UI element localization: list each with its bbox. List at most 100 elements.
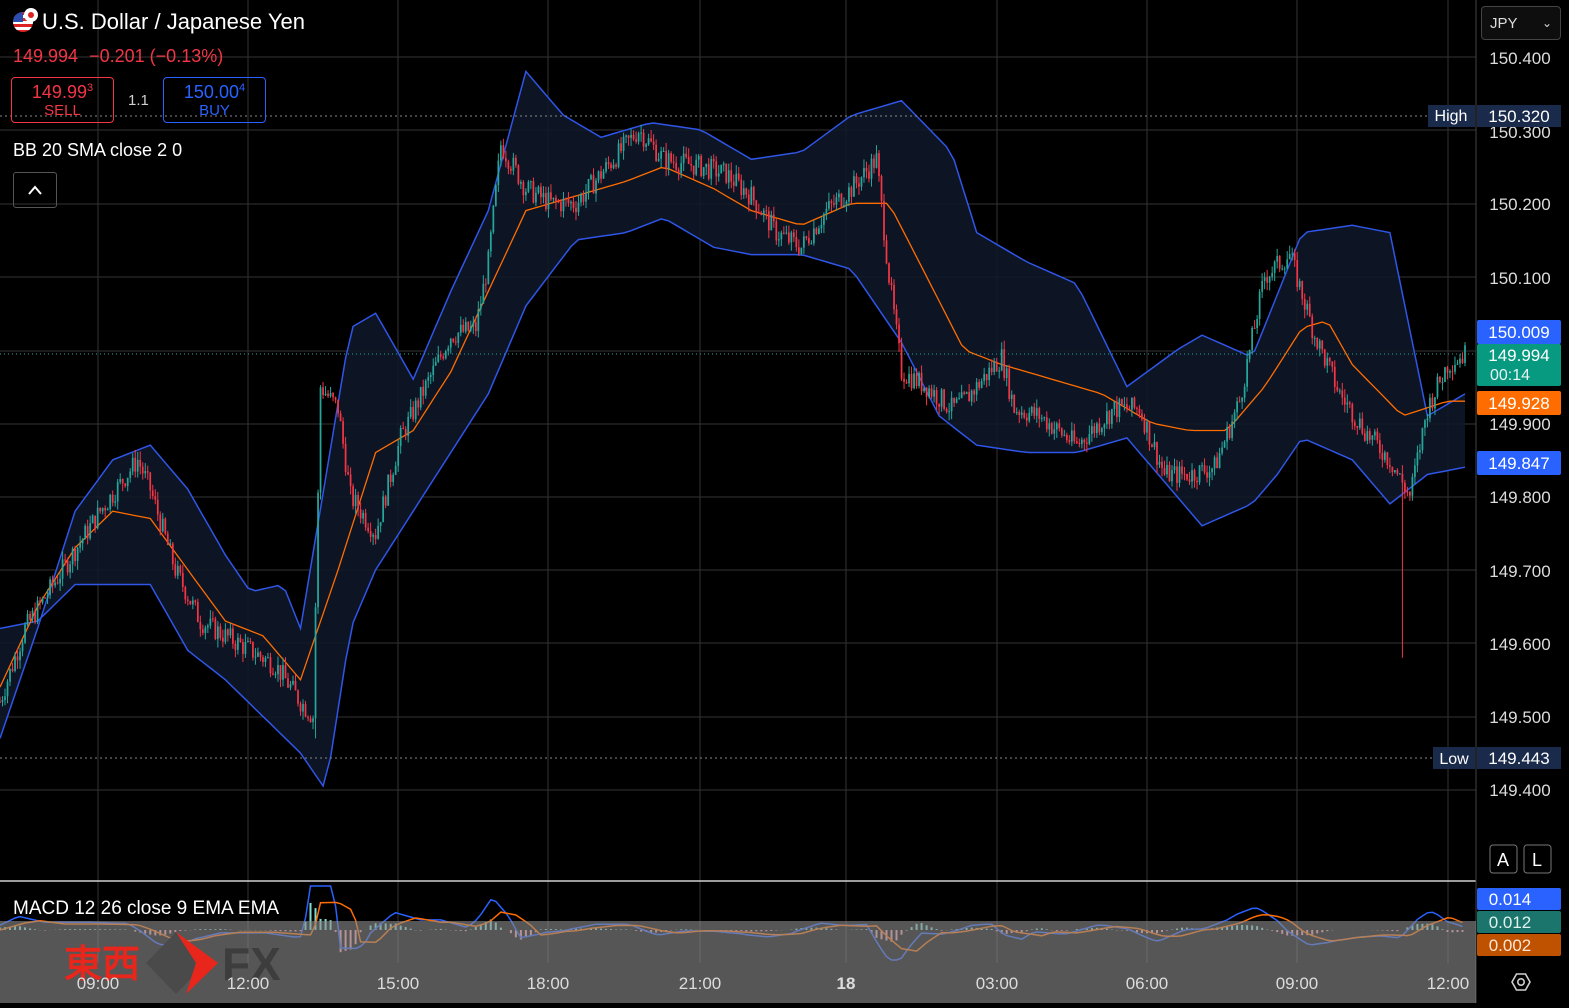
candle-body [605,162,607,171]
macd-histogram-label: 0.012 [1477,911,1561,933]
candle-body [510,169,512,171]
candle-body [558,202,560,203]
candle-body [966,392,968,394]
candle-body [740,180,742,195]
candle-body [528,182,530,192]
candle-body [688,157,690,164]
candle-body [1221,447,1223,453]
log-scale-button[interactable]: L [1524,845,1551,873]
candle-body [42,598,44,603]
candle-body [440,355,442,357]
candle-body [1038,408,1040,419]
candle-body [255,657,257,658]
candle-body [1041,418,1043,419]
candle-body [1031,407,1033,413]
candle-body [1116,402,1118,417]
candle-body [1402,474,1404,483]
candle-body [690,164,692,166]
sell-button[interactable]: 149.993 SELL [11,77,114,123]
candle-body [497,161,499,185]
candle-body [1204,465,1206,472]
candle-body [788,232,790,242]
candle-body [127,478,129,486]
candle-body [725,164,727,183]
candle-body [22,643,24,652]
time-tick: 18 [837,974,856,993]
candle-body [978,382,980,388]
candle-body [1176,466,1178,482]
candle-body [1427,418,1429,420]
candle-body [1206,472,1208,477]
price-change: −0.201 [89,46,145,66]
candle-body [1171,470,1173,481]
candle-body [32,611,34,620]
symbol-header[interactable]: U.S. Dollar / Japanese Yen [13,9,305,35]
candle-body [1196,481,1198,482]
candle-body [1214,457,1216,468]
candle-body [235,644,237,650]
candle-body [1179,466,1181,482]
auto-scale-button[interactable]: A [1490,845,1517,873]
buy-price-pip: 4 [239,82,245,94]
candle-body [903,379,905,382]
candle-body [1023,413,1025,418]
candle-body [64,560,66,561]
candle-body [1124,404,1126,405]
candle-body [194,600,196,602]
candle-body [204,627,206,632]
candle-body [608,162,610,164]
candle-body [445,351,447,358]
candle-body [435,362,437,366]
candle-body [467,322,469,331]
sell-price-pip: 3 [87,82,93,94]
time-tick: 03:00 [976,974,1019,993]
candle-body [1464,345,1466,363]
candle-body [400,428,402,446]
candle-body [593,175,595,193]
candle-body [1099,423,1101,432]
buy-button[interactable]: 150.004 BUY [163,77,266,123]
candle-body [645,144,647,146]
candle-body [187,599,189,600]
candle-body [377,526,379,539]
collapse-legend-button[interactable] [13,172,57,208]
candle-body [1046,417,1048,429]
low-badge: Low 149.443 [1433,747,1561,769]
candle-body [610,164,612,168]
svg-text:L: L [1532,850,1542,870]
candle-body [495,185,497,206]
candle-body [480,304,482,309]
time-tick: 12:00 [227,974,270,993]
candle-body [385,496,387,505]
candle-body [1011,395,1013,399]
candle-body [390,475,392,482]
candle-body [655,145,657,161]
macd-legend[interactable]: MACD 12 26 close 9 EMA EMA [13,898,279,919]
candle-body [580,195,582,203]
candle-body [34,611,36,622]
candle-body [275,674,277,675]
candle-body [971,391,973,402]
svg-text:149.994: 149.994 [1488,346,1549,365]
candle-body [886,240,888,263]
candle-body [1003,349,1005,378]
candle-body [773,215,775,221]
candle-body [149,473,151,491]
candle-body [1048,423,1050,429]
candle-body [372,535,374,537]
indicator-legend[interactable]: BB 20 SMA close 2 0 [13,140,182,161]
candle-body [1058,423,1060,428]
candle-body [620,143,622,151]
candle-body [260,652,262,657]
svg-text:0.014: 0.014 [1489,890,1532,909]
candle-body [487,251,489,284]
currency-select[interactable]: JPY ⌄ [1481,6,1561,40]
candle-body [873,159,875,168]
candle-body [1068,440,1070,442]
candle-body [813,228,815,243]
candle-body [1424,420,1426,428]
candle-body [1311,316,1313,338]
time-tick: 21:00 [679,974,722,993]
candle-body [1161,462,1163,468]
